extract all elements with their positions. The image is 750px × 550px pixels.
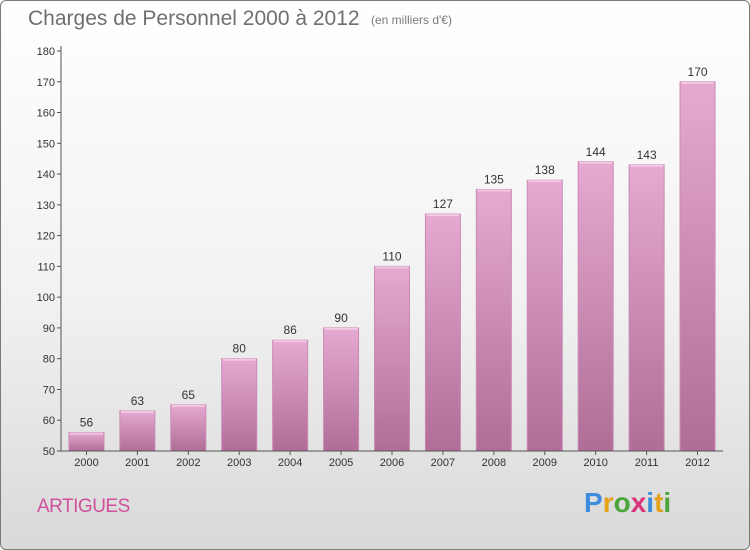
bar xyxy=(272,339,309,452)
bar-top-highlight xyxy=(477,189,511,192)
bar xyxy=(374,265,410,452)
y-tick-label: 100 xyxy=(37,292,55,304)
y-tick-label: 130 xyxy=(37,200,55,212)
x-tick-label: 2010 xyxy=(583,457,607,469)
bar-top-highlight xyxy=(171,404,205,407)
bar-top-highlight xyxy=(681,81,715,84)
logo-letter: x xyxy=(630,487,647,518)
y-tick-label: 80 xyxy=(43,354,55,366)
y-tick-label: 90 xyxy=(43,323,55,335)
logo-letter: P xyxy=(584,487,603,518)
bar-top-highlight xyxy=(630,164,664,167)
x-tick-label: 2001 xyxy=(125,457,149,469)
bar xyxy=(628,164,665,452)
y-tick-label: 120 xyxy=(37,231,55,243)
chart-title: Charges de Personnel 2000 à 2012 xyxy=(28,7,360,30)
axis-layer xyxy=(57,46,723,455)
bar-top-highlight xyxy=(528,180,562,183)
data-label: 110 xyxy=(382,249,401,263)
data-label: 170 xyxy=(688,65,708,79)
bar-top-highlight xyxy=(324,327,358,330)
data-label: 135 xyxy=(484,172,504,186)
logo-letter: r xyxy=(602,487,614,518)
y-tick-label: 60 xyxy=(43,415,55,427)
y-tick-label: 180 xyxy=(37,46,55,58)
bar-top-highlight xyxy=(375,266,409,269)
bar xyxy=(119,410,156,452)
y-tick-label: 160 xyxy=(37,108,55,120)
logo-letter: i xyxy=(646,487,655,518)
y-tick-label: 110 xyxy=(37,261,55,273)
bar xyxy=(424,213,461,452)
bar xyxy=(323,327,360,452)
x-tick-label: 2006 xyxy=(380,457,404,469)
bar-top-highlight xyxy=(273,340,307,343)
data-label: 80 xyxy=(233,342,247,356)
proxiti-logo[interactable]: Proxiti xyxy=(584,487,671,519)
data-label: 86 xyxy=(283,323,297,337)
data-label: 127 xyxy=(433,197,453,211)
x-tick-label: 2004 xyxy=(278,457,302,469)
x-tick-label: 2012 xyxy=(685,457,709,469)
bar xyxy=(679,81,716,452)
data-label: 138 xyxy=(535,163,555,177)
data-label: 65 xyxy=(182,388,196,402)
bar-top-highlight xyxy=(120,411,154,413)
x-tick-label: 2009 xyxy=(533,457,557,469)
bar xyxy=(577,161,614,452)
labels-layer: 56 2000 63 2001 65 2002 80 2003 86 2004 90 2005 110 2… xyxy=(37,46,710,469)
data-label: 90 xyxy=(334,311,348,325)
bar-top-highlight xyxy=(222,358,256,361)
bar xyxy=(170,404,207,452)
x-tick-label: 2003 xyxy=(227,457,251,469)
city-name: ARTIGUES xyxy=(37,496,130,517)
x-tick-label: 2002 xyxy=(176,457,200,469)
x-tick-label: 2000 xyxy=(74,457,98,469)
x-tick-label: 2007 xyxy=(431,457,455,469)
bar xyxy=(475,188,512,452)
data-label: 143 xyxy=(637,148,657,162)
data-label: 63 xyxy=(131,394,145,408)
logo-letter: i xyxy=(663,487,672,518)
y-tick-label: 70 xyxy=(43,384,55,396)
bar-top-highlight xyxy=(69,432,103,435)
logo-letter: o xyxy=(613,487,631,518)
bar xyxy=(68,432,105,452)
x-tick-label: 2008 xyxy=(482,457,506,469)
y-tick-label: 140 xyxy=(37,169,55,181)
x-tick-label: 2005 xyxy=(329,457,353,469)
chart-subtitle: (en milliers d'€) xyxy=(371,13,452,27)
logo-letter: t xyxy=(654,487,664,518)
bar xyxy=(221,358,258,452)
y-tick-label: 170 xyxy=(37,77,55,89)
x-tick-label: 2011 xyxy=(635,457,659,469)
bar xyxy=(526,179,563,452)
y-tick-label: 150 xyxy=(37,138,55,150)
data-label: 56 xyxy=(80,416,94,430)
bars-layer xyxy=(68,81,716,452)
bar-top-highlight xyxy=(426,214,460,217)
y-tick-label: 50 xyxy=(43,446,55,458)
bar-top-highlight xyxy=(579,161,613,164)
data-label: 144 xyxy=(586,145,606,159)
